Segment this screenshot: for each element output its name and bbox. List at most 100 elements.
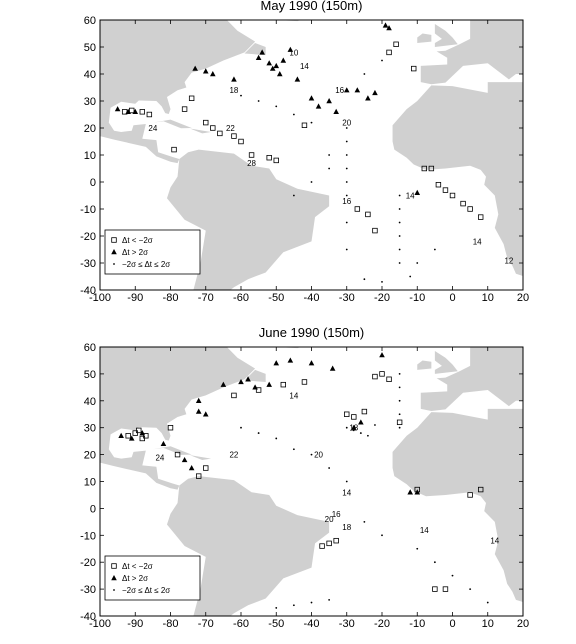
triangle-marker bbox=[273, 62, 280, 69]
square-marker bbox=[467, 492, 473, 498]
square-marker bbox=[301, 122, 308, 128]
triangle-marker bbox=[329, 365, 336, 371]
dot-marker bbox=[328, 598, 331, 601]
x-tick-label: 0 bbox=[449, 292, 455, 304]
dot-marker bbox=[310, 121, 313, 124]
dot-marker bbox=[345, 181, 348, 183]
chart-title: June 1990 (150m) bbox=[259, 325, 365, 340]
square-marker bbox=[386, 49, 392, 56]
square-marker bbox=[477, 214, 484, 220]
dot-marker bbox=[416, 547, 419, 550]
dot-marker bbox=[381, 281, 383, 283]
x-tick-label: 20 bbox=[517, 292, 529, 304]
dot-marker bbox=[275, 105, 278, 108]
dot-marker bbox=[240, 94, 242, 97]
triangle-marker bbox=[111, 249, 117, 255]
square-marker bbox=[428, 165, 435, 172]
square-marker bbox=[266, 154, 272, 161]
triangle-marker bbox=[269, 65, 276, 71]
dot-marker bbox=[398, 194, 401, 197]
y-tick-label: -20 bbox=[80, 557, 96, 569]
square-marker bbox=[333, 537, 339, 544]
contour-label: 10 bbox=[289, 48, 298, 57]
dot-marker bbox=[257, 432, 260, 434]
square-marker bbox=[195, 473, 202, 479]
triangle-marker bbox=[326, 98, 332, 104]
legend-label: Δt > 2σ bbox=[122, 248, 148, 257]
x-tick-label: 10 bbox=[482, 292, 494, 304]
x-tick-label: -40 bbox=[304, 618, 320, 630]
y-tick-label: -30 bbox=[80, 584, 96, 596]
contour-label: 20 bbox=[314, 451, 323, 460]
dot-marker bbox=[486, 601, 489, 604]
x-tick-label: -90 bbox=[127, 618, 143, 630]
dot-marker bbox=[363, 278, 366, 281]
dot-marker bbox=[398, 221, 401, 224]
triangle-marker bbox=[379, 352, 385, 358]
plot-frame bbox=[99, 19, 524, 291]
contour-label: 18 bbox=[342, 523, 351, 532]
square-marker bbox=[372, 227, 378, 234]
square-marker bbox=[139, 109, 145, 115]
triangle-marker bbox=[407, 489, 413, 495]
dot-marker bbox=[451, 574, 454, 577]
contour-label: 14 bbox=[289, 391, 298, 400]
square-marker bbox=[351, 414, 357, 420]
contour-label: 28 bbox=[247, 159, 256, 168]
dot-marker bbox=[345, 127, 348, 129]
dot-marker bbox=[374, 424, 376, 426]
square-marker bbox=[477, 486, 484, 493]
dot-marker bbox=[398, 386, 401, 389]
x-tick-label: -30 bbox=[339, 618, 355, 630]
square-marker bbox=[396, 419, 403, 426]
square-marker bbox=[442, 187, 449, 193]
x-tick-label: -30 bbox=[339, 292, 355, 304]
contour-label: 20 bbox=[342, 119, 351, 128]
contour-label: 22 bbox=[229, 451, 238, 460]
square-marker bbox=[125, 433, 131, 439]
triangle-marker bbox=[181, 456, 188, 463]
dot-marker bbox=[275, 437, 278, 440]
dot-marker bbox=[310, 601, 313, 604]
square-marker bbox=[411, 65, 417, 72]
x-tick-label: 0 bbox=[449, 618, 455, 630]
x-tick-label: -90 bbox=[127, 292, 143, 304]
triangle-marker bbox=[365, 95, 371, 101]
x-tick-label: -80 bbox=[163, 618, 179, 630]
dot-marker bbox=[113, 589, 115, 591]
x-tick-label: -60 bbox=[233, 618, 249, 630]
contour-label: 12 bbox=[504, 256, 513, 265]
legend-label: Δt < −2σ bbox=[122, 236, 153, 245]
dot-marker bbox=[359, 432, 362, 434]
square-marker bbox=[255, 387, 262, 393]
triangle-marker bbox=[308, 95, 315, 101]
contour-label: 24 bbox=[155, 453, 164, 462]
square-marker bbox=[442, 586, 449, 592]
x-tick-label: -20 bbox=[374, 292, 390, 304]
contour-label: 18 bbox=[229, 86, 238, 95]
square-marker bbox=[361, 408, 368, 415]
dot-marker bbox=[398, 235, 401, 237]
dot-marker bbox=[469, 588, 472, 590]
dot-marker bbox=[345, 167, 348, 170]
contour-label: 14 bbox=[473, 237, 482, 246]
x-tick-label: -40 bbox=[304, 292, 320, 304]
triangle-marker bbox=[276, 71, 283, 77]
y-tick-label: 40 bbox=[84, 396, 96, 408]
triangle-marker bbox=[343, 87, 350, 93]
triangle-marker bbox=[372, 89, 378, 96]
dot-marker bbox=[381, 534, 383, 537]
dot-marker bbox=[310, 453, 313, 456]
dot-marker bbox=[275, 607, 278, 609]
dot-marker bbox=[292, 194, 295, 197]
triangle-marker bbox=[220, 381, 227, 387]
y-tick-label: -30 bbox=[80, 258, 96, 270]
contour-label: 22 bbox=[226, 124, 235, 133]
dot-marker bbox=[398, 262, 401, 264]
plot-frame bbox=[99, 346, 524, 617]
dot-marker bbox=[416, 262, 419, 264]
triangle-marker bbox=[266, 381, 272, 387]
dot-marker bbox=[345, 426, 348, 429]
map-panel: May 1990 (150m)-100 -90 -80 -70 -60 -50 -40 -30… bbox=[80, 0, 529, 304]
